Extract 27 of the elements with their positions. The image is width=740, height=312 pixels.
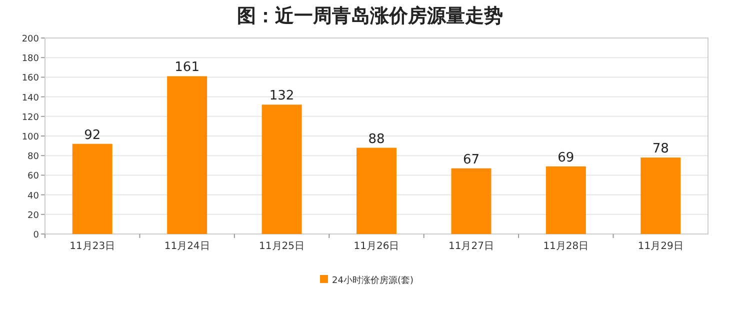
x-tick-label: 11月29日: [638, 241, 684, 252]
legend: 24小时涨价房源(套): [320, 275, 414, 286]
y-tick-label: 100: [22, 132, 40, 142]
data-label: 132: [269, 88, 294, 104]
data-label: 69: [558, 150, 574, 166]
y-tick-label: 200: [22, 34, 40, 44]
data-label: 92: [84, 128, 101, 143]
data-label: 88: [368, 132, 385, 147]
y-tick-label: 80: [28, 152, 40, 162]
y-tick-label: 0: [33, 230, 40, 240]
title: 图：近一周青岛涨价房源量走势: [237, 5, 503, 27]
y-tick-label: 180: [22, 54, 40, 64]
x-tick-label: 11月24日: [164, 241, 210, 252]
data-label: 161: [174, 60, 200, 76]
x-tick-label: 11月25日: [259, 241, 305, 252]
y-tick-label: 160: [22, 74, 40, 84]
x-tick-label: 11月23日: [70, 241, 116, 252]
data-label: 78: [652, 142, 669, 157]
data-label: 67: [462, 152, 480, 168]
y-tick-label: 140: [22, 93, 40, 104]
y-tick-label: 60: [28, 172, 40, 182]
x-tick-label: 11月27日: [448, 241, 494, 252]
y-tick-label: 40: [28, 191, 40, 202]
x-tick-label: 11月28日: [543, 241, 589, 252]
x-tick-label: 11月26日: [354, 241, 400, 252]
y-tick-label: 120: [22, 112, 40, 123]
y-tick-label: 20: [28, 210, 40, 221]
